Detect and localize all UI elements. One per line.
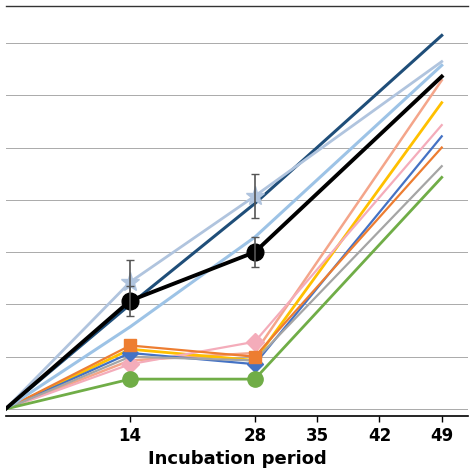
X-axis label: Incubation period: Incubation period [147,450,327,468]
